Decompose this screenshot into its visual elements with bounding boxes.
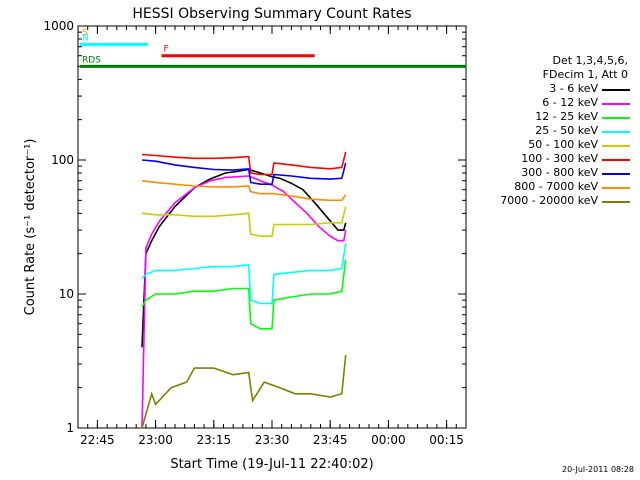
series-line-0: [141, 168, 347, 348]
legend-header-line-1: Det 1,3,4,5,6,: [552, 54, 628, 67]
legend-entry: 50 - 100 keV: [480, 138, 636, 152]
x-tick-label: 00:00: [371, 433, 406, 447]
legend-swatch: [602, 103, 630, 105]
y-tick-label: 100: [51, 153, 74, 167]
x-tick-label: 23:15: [197, 433, 232, 447]
legend-swatch: [602, 131, 630, 133]
x-tick-label: 00:15: [429, 433, 464, 447]
legend-entry: 300 - 800 keV: [480, 166, 636, 180]
x-tick-label: 23:30: [255, 433, 290, 447]
legend-entry: 12 - 25 keV: [480, 110, 636, 124]
series-line-2: [141, 259, 347, 330]
legend-swatch: [602, 201, 630, 203]
x-tick-label: 23:00: [138, 433, 173, 447]
legend-label: 50 - 100 keV: [528, 138, 598, 151]
series-line-4: [141, 206, 347, 237]
legend-entry: 3 - 6 keV: [480, 82, 636, 96]
series-line-7: [141, 180, 347, 202]
legend-swatch: [602, 89, 630, 91]
legend-label: 300 - 800 keV: [521, 166, 598, 179]
legend-entry: 6 - 12 keV: [480, 96, 636, 110]
legend-label: 6 - 12 keV: [542, 96, 598, 109]
legend-swatch: [602, 173, 630, 175]
legend-entry: 100 - 300 keV: [480, 152, 636, 166]
y-tick-label: 1000: [43, 19, 74, 33]
y-tick-label: 1: [66, 421, 74, 435]
legend-label: 7000 - 20000 keV: [500, 194, 598, 207]
legend-entry: 7000 - 20000 keV: [480, 194, 636, 208]
legend-label: 800 - 7000 keV: [514, 180, 598, 193]
series-line-6: [141, 159, 347, 185]
legend-entry: 800 - 7000 keV: [480, 180, 636, 194]
legend-label: 25 - 50 keV: [535, 124, 598, 137]
plot-frame: [77, 25, 467, 429]
legend: Det 1,3,4,5,6, FDecim 1, Att 0 3 - 6 keV…: [480, 54, 636, 208]
legend-label: 3 - 6 keV: [549, 82, 598, 95]
legend-entry: 25 - 50 keV: [480, 124, 636, 138]
series-line-5: [141, 151, 347, 176]
flag-label-3: RDS: [82, 55, 101, 65]
legend-swatch: [602, 145, 630, 147]
y-axis-label: Count Rate (s⁻¹ detector⁻¹): [23, 139, 38, 316]
series-line-8: [141, 355, 347, 429]
legend-label: 12 - 25 keV: [535, 110, 598, 123]
flag-label-1: N: [82, 33, 89, 43]
chart-title: HESSI Observing Summary Count Rates: [132, 6, 411, 22]
legend-label: 100 - 300 keV: [521, 152, 598, 165]
date-stamp: 20-Jul-2011 08:28: [561, 465, 634, 474]
y-tick-label: 10: [59, 287, 74, 301]
flag-label-2: F: [163, 45, 168, 55]
legend-swatch: [602, 117, 630, 119]
legend-swatch: [602, 187, 630, 189]
x-tick-label: 23:45: [313, 433, 348, 447]
series-line-3: [141, 242, 347, 305]
legend-swatch: [602, 159, 630, 161]
x-axis-label: Start Time (19-Jul-11 22:40:02): [170, 457, 373, 472]
series-line-1: [141, 175, 347, 429]
x-tick-label: 22:45: [80, 433, 115, 447]
legend-header-line-2: FDecim 1, Att 0: [542, 68, 628, 81]
flag-label-0: S: [82, 28, 88, 38]
